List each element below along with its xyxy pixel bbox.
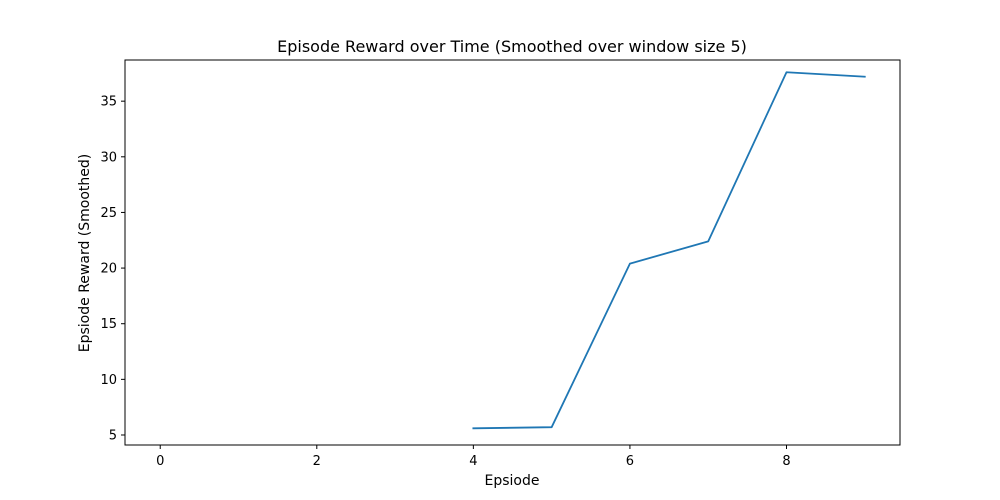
series-layer bbox=[472, 71, 866, 430]
x-axis-ticks: 0 2 4 6 8 bbox=[156, 445, 791, 469]
x-tick-label: 0 bbox=[156, 454, 164, 469]
x-tick-label: 4 bbox=[469, 454, 477, 469]
x-tick-label: 6 bbox=[626, 454, 634, 469]
y-tick-label: 5 bbox=[109, 428, 117, 443]
y-tick-label: 30 bbox=[100, 150, 117, 165]
series-line bbox=[472, 71, 866, 430]
chart-title: Episode Reward over Time (Smoothed over … bbox=[277, 37, 747, 56]
plot-frame bbox=[124, 59, 901, 446]
y-tick-label: 20 bbox=[100, 262, 117, 277]
y-tick-label: 10 bbox=[100, 373, 117, 388]
y-axis-label: Epsiode Reward (Smoothed) bbox=[77, 154, 93, 352]
y-tick-label: 35 bbox=[100, 95, 117, 110]
plot-area: 0 2 4 6 8 5 10 15 20 25 30 35 bbox=[100, 59, 901, 469]
x-tick-label: 8 bbox=[782, 454, 790, 469]
x-axis-label: Epsiode bbox=[485, 473, 540, 489]
y-tick-label: 25 bbox=[100, 206, 117, 221]
x-tick-label: 2 bbox=[313, 454, 321, 469]
y-axis-ticks: 5 10 15 20 25 30 35 bbox=[100, 95, 125, 443]
y-tick-label: 15 bbox=[100, 317, 117, 332]
